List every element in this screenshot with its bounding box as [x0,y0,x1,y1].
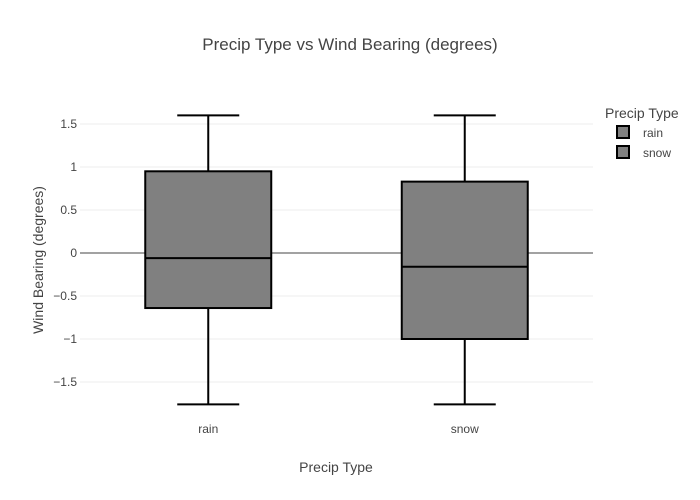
x-tick-label: snow [451,422,479,436]
y-tick-label: 1 [70,160,77,174]
y-axis-ticks: 1.5 1 0.5 0 −0.5 −1 −1.5 [53,117,77,389]
x-axis-ticks: rain snow [198,422,479,436]
y-tick-label: 0 [70,246,77,260]
legend-item-rain: rain [616,125,663,140]
chart-title: Precip Type vs Wind Bearing (degrees) [202,35,497,54]
x-tick-label: rain [198,422,218,436]
y-tick-label: 1.5 [60,117,77,131]
y-tick-label: −1 [63,332,77,346]
legend-item-snow: snow [616,145,671,160]
iqr-box [144,170,273,310]
legend-title: Precip Type [605,105,679,121]
iqr-box [400,180,529,340]
y-tick-label: 0.5 [60,203,77,217]
legend-swatch [616,125,630,139]
y-tick-label: −0.5 [53,289,77,303]
box-rain [144,114,273,406]
legend-label: snow [643,146,671,160]
y-tick-label: −1.5 [53,375,77,389]
legend: Precip Type rain snow [605,105,679,160]
boxes [144,114,529,406]
x-axis-title: Precip Type [299,459,373,475]
y-axis-title: Wind Bearing (degrees) [30,186,46,334]
legend-swatch [616,145,630,159]
box-snow [400,114,529,406]
legend-label: rain [643,126,663,140]
